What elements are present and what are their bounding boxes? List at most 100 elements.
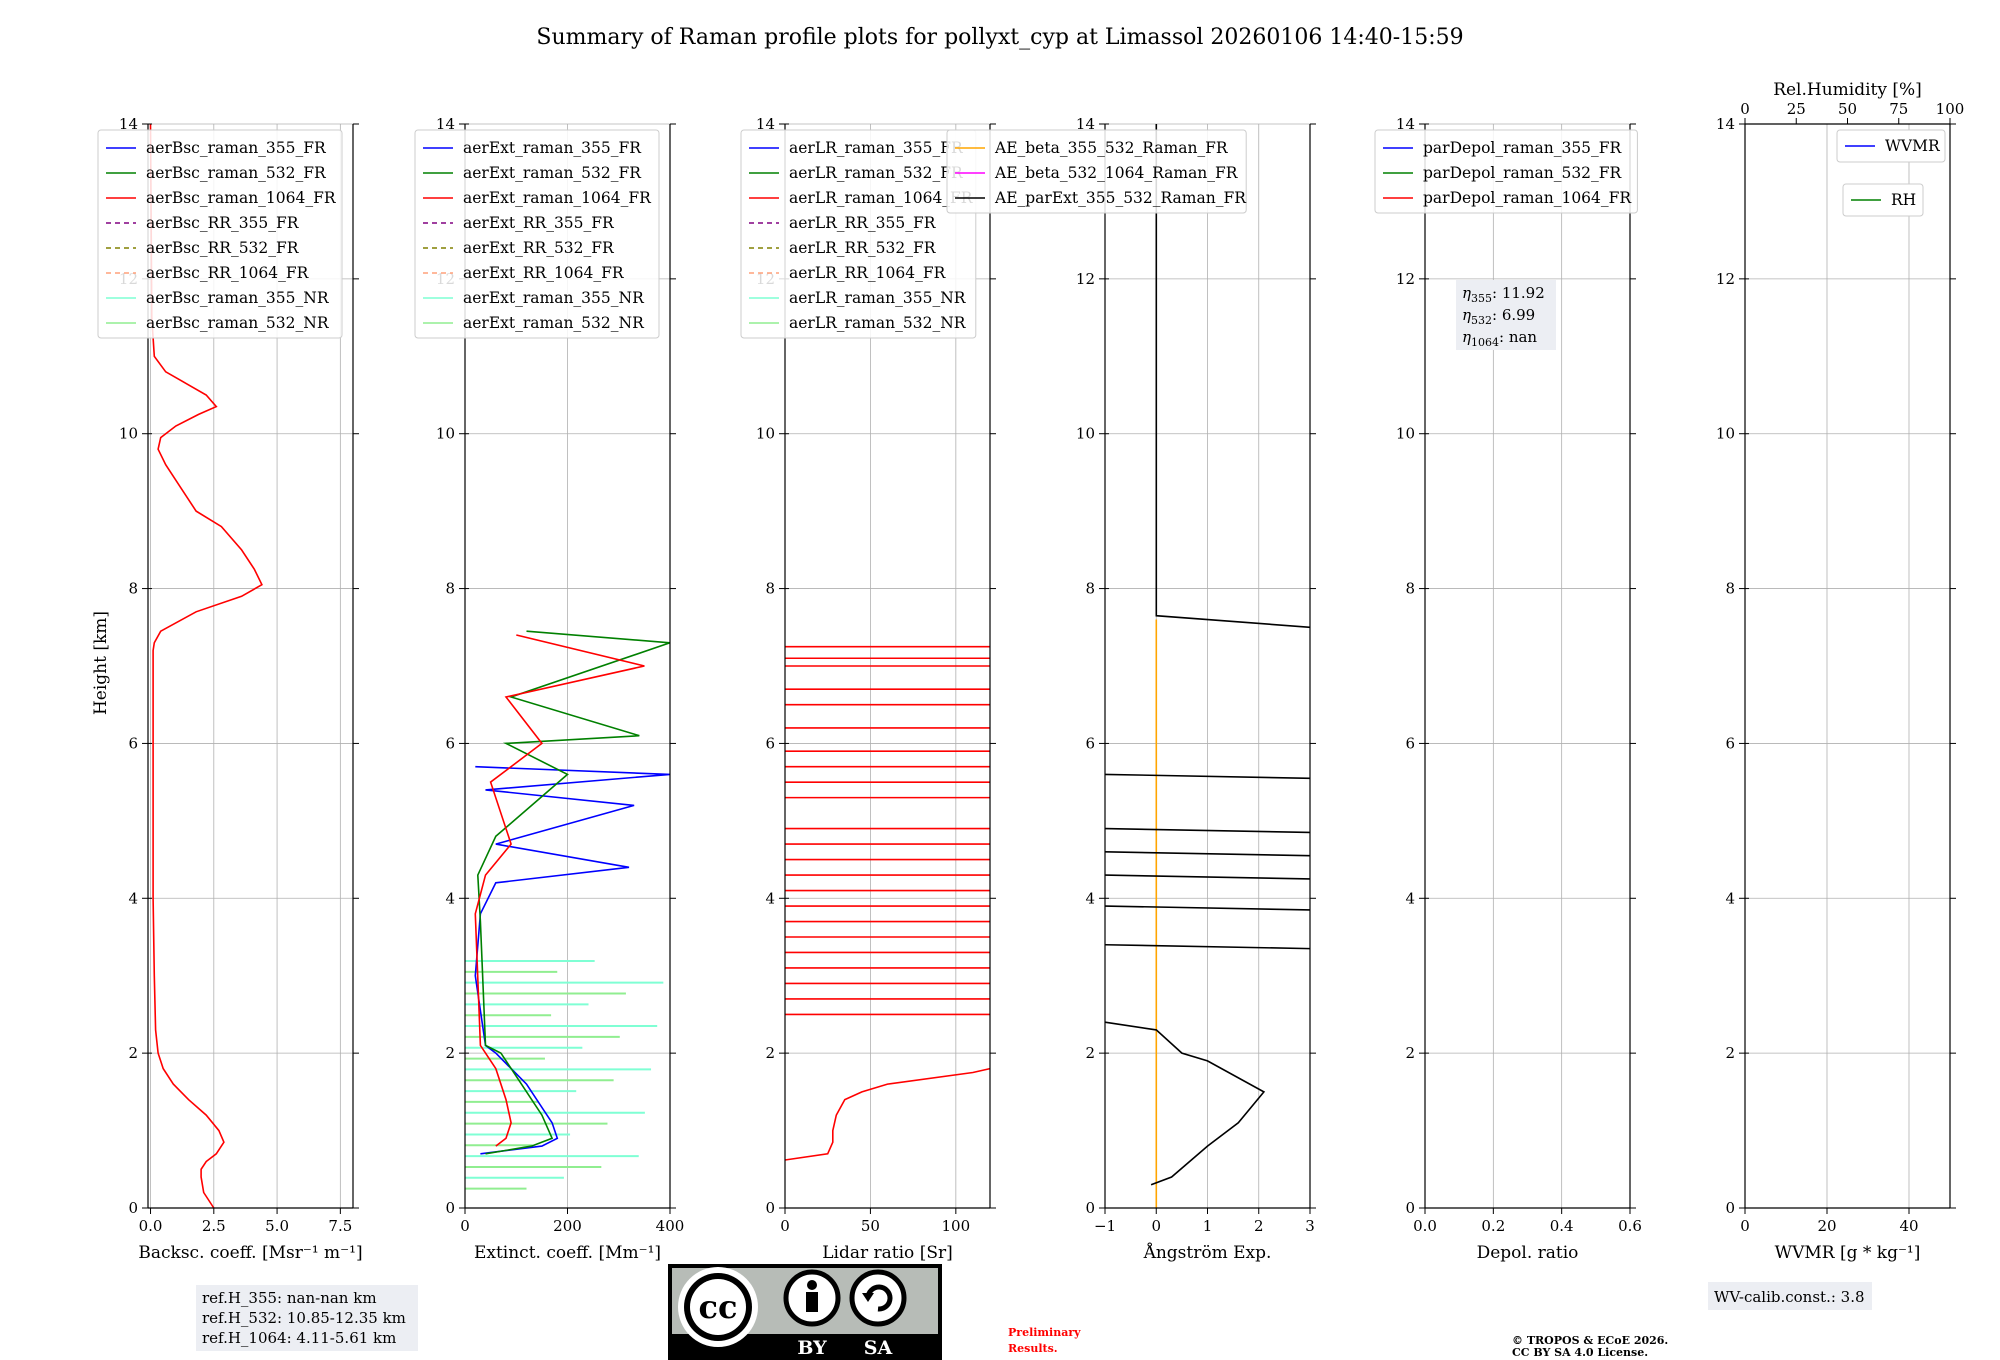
legend-entry-RH: RH (1891, 191, 1916, 209)
series-aerLR-raman-1064-FR (784, 1067, 991, 1161)
legend-entry-aerBsc_RR_1064_FR: aerBsc_RR_1064_FR (146, 264, 310, 282)
legend-entry-aerExt_raman_532_NR: aerExt_raman_532_NR (463, 314, 645, 332)
y-axis-label: Height [km] (91, 611, 111, 715)
y-tick-label: 0 (1085, 1199, 1095, 1217)
legend-entry-aerLR_raman_532_NR: aerLR_raman_532_NR (789, 314, 967, 332)
top-tick-label: 75 (1889, 100, 1908, 118)
legend-entry-aerBsc_raman_532_FR: aerBsc_raman_532_FR (146, 164, 327, 182)
legend-entry-aerBsc_RR_355_FR: aerBsc_RR_355_FR (146, 214, 300, 232)
y-tick-label: 14 (436, 115, 455, 133)
svg-text:η1064: nan: η1064: nan (1462, 328, 1537, 349)
y-tick-label: 8 (765, 580, 775, 598)
preliminary-line1: Preliminary (1008, 1326, 1081, 1339)
series-aerExt-raman-1064-FR (474, 634, 645, 1147)
x-tick-label: 0 (460, 1217, 470, 1235)
cc-by-sa-badge[interactable]: cc BY SA (668, 1264, 942, 1360)
x-axis-label-ae: Ångström Exp. (1143, 1242, 1272, 1263)
x-tick-label: 2 (1254, 1217, 1264, 1235)
legend-entry-WVMR: WVMR (1885, 137, 1941, 155)
eta-1064-value: nan (1509, 328, 1538, 346)
legend-entry-aerExt_RR_355_FR: aerExt_RR_355_FR (463, 214, 615, 232)
x-tick-label: 20 (1817, 1217, 1836, 1235)
legend-box (97, 129, 343, 339)
x-tick-label: 50 (861, 1217, 880, 1235)
x-tick-label: 0.2 (1481, 1217, 1505, 1235)
legend-entry-aerExt_raman_355_NR: aerExt_raman_355_NR (463, 289, 645, 307)
legend-entry-AE_parExt_355_532_Raman_FR: AE_parExt_355_532_Raman_FR (994, 189, 1247, 207)
legend-entry-aerLR_RR_355_FR: aerLR_RR_355_FR (789, 214, 937, 232)
y-tick-label: 6 (1405, 734, 1415, 752)
y-tick-label: 10 (756, 425, 775, 443)
legend-box (1836, 129, 1946, 163)
x-tick-label: 0.6 (1618, 1217, 1642, 1235)
y-tick-label: 14 (119, 115, 138, 133)
legend-entry-aerExt_raman_532_FR: aerExt_raman_532_FR (463, 164, 642, 182)
legend-entry-aerBsc_raman_1064_FR: aerBsc_raman_1064_FR (146, 189, 337, 207)
y-tick-label: 8 (445, 580, 455, 598)
x-tick-label: 3 (1305, 1217, 1315, 1235)
y-tick-label: 6 (765, 734, 775, 752)
legend-box (740, 129, 977, 339)
ref-h-532: ref.H_532: 10.85-12.35 km (202, 1309, 406, 1327)
series-AE-parExt-segment (1104, 827, 1311, 834)
copyright-line2: CC BY SA 4.0 License. (1512, 1346, 1648, 1359)
y-tick-label: 0 (765, 1199, 775, 1217)
series-aerExt-raman-355-FR (474, 765, 671, 1155)
y-tick-label: 2 (1725, 1044, 1735, 1062)
sa-text: SA (864, 1337, 893, 1359)
legend-entry-aerExt_RR_1064_FR: aerExt_RR_1064_FR (463, 264, 625, 282)
x-tick-label: 0.4 (1550, 1217, 1574, 1235)
legend-entry-aerExt_raman_1064_FR: aerExt_raman_1064_FR (463, 189, 652, 207)
x-tick-label: 40 (1899, 1217, 1918, 1235)
legend-box (1842, 183, 1924, 217)
legend-box (1374, 129, 1638, 214)
x-tick-label: 200 (553, 1217, 582, 1235)
legend-entry-aerBsc_raman_532_NR: aerBsc_raman_532_NR (146, 314, 330, 332)
x-axis-label-ext: Extinct. coeff. [Mm⁻¹] (474, 1243, 661, 1263)
panel-ext: 024681012140200400Extinct. coeff. [Mm⁻¹]… (414, 115, 685, 1263)
series-AE-parExt-segment (1104, 943, 1311, 950)
y-tick-label: 12 (1396, 270, 1415, 288)
x-tick-label: 1 (1203, 1217, 1213, 1235)
series-AE-parExt-segment (1104, 773, 1311, 780)
ref-h-1064: ref.H_1064: 4.11-5.61 km (202, 1329, 396, 1347)
y-tick-label: 12 (1716, 270, 1735, 288)
copyright-line1: © TROPOS & ECoE 2026. (1512, 1334, 1668, 1347)
x-tick-label: −1 (1094, 1217, 1116, 1235)
y-tick-label: 14 (1716, 115, 1735, 133)
y-tick-label: 6 (1725, 734, 1735, 752)
legend-entry-aerBsc_raman_355_NR: aerBsc_raman_355_NR (146, 289, 330, 307)
x-tick-label: 0 (1151, 1217, 1161, 1235)
wv-calib-box: WV-calib.const.: 3.8 (1708, 1282, 1872, 1310)
y-tick-label: 4 (1085, 889, 1095, 907)
sa-icon (849, 1269, 907, 1327)
y-tick-label: 2 (765, 1044, 775, 1062)
x-tick-label: 400 (656, 1217, 685, 1235)
x-tick-label: 2.5 (202, 1217, 226, 1235)
legend-box (414, 129, 660, 339)
x-axis-label-depol: Depol. ratio (1477, 1243, 1579, 1263)
panel-lr: 02468101214050100Lidar ratio [Sr]aerLR_r… (740, 115, 996, 1263)
y-tick-label: 10 (1396, 425, 1415, 443)
eta-532-value: 6.99 (1502, 306, 1535, 324)
ref-heights-box: ref.H_355: nan-nan km ref.H_532: 10.85-1… (196, 1285, 418, 1351)
top-tick-label: 25 (1787, 100, 1806, 118)
legend-box (946, 129, 1247, 214)
x-tick-label: 0.0 (139, 1217, 163, 1235)
x-tick-label: 5.0 (265, 1217, 289, 1235)
x-axis-label-bsc: Backsc. coeff. [Msr⁻¹ m⁻¹] (138, 1243, 362, 1263)
y-tick-label: 2 (1405, 1044, 1415, 1062)
x-axis-label-lr: Lidar ratio [Sr] (822, 1243, 952, 1263)
x-tick-label: 0.0 (1413, 1217, 1437, 1235)
eta-355-value: 11.92 (1502, 284, 1545, 302)
y-tick-label: 4 (445, 889, 455, 907)
top-tick-label: 100 (1936, 100, 1965, 118)
legend-entry-aerLR_raman_1064_FR: aerLR_raman_1064_FR (789, 189, 974, 207)
legend-entry-aerLR_raman_355_FR: aerLR_raman_355_FR (789, 139, 964, 157)
y-tick-label: 10 (119, 425, 138, 443)
y-tick-label: 4 (1725, 889, 1735, 907)
series-AE-parExt-segment (1104, 905, 1311, 911)
y-tick-label: 2 (445, 1044, 455, 1062)
